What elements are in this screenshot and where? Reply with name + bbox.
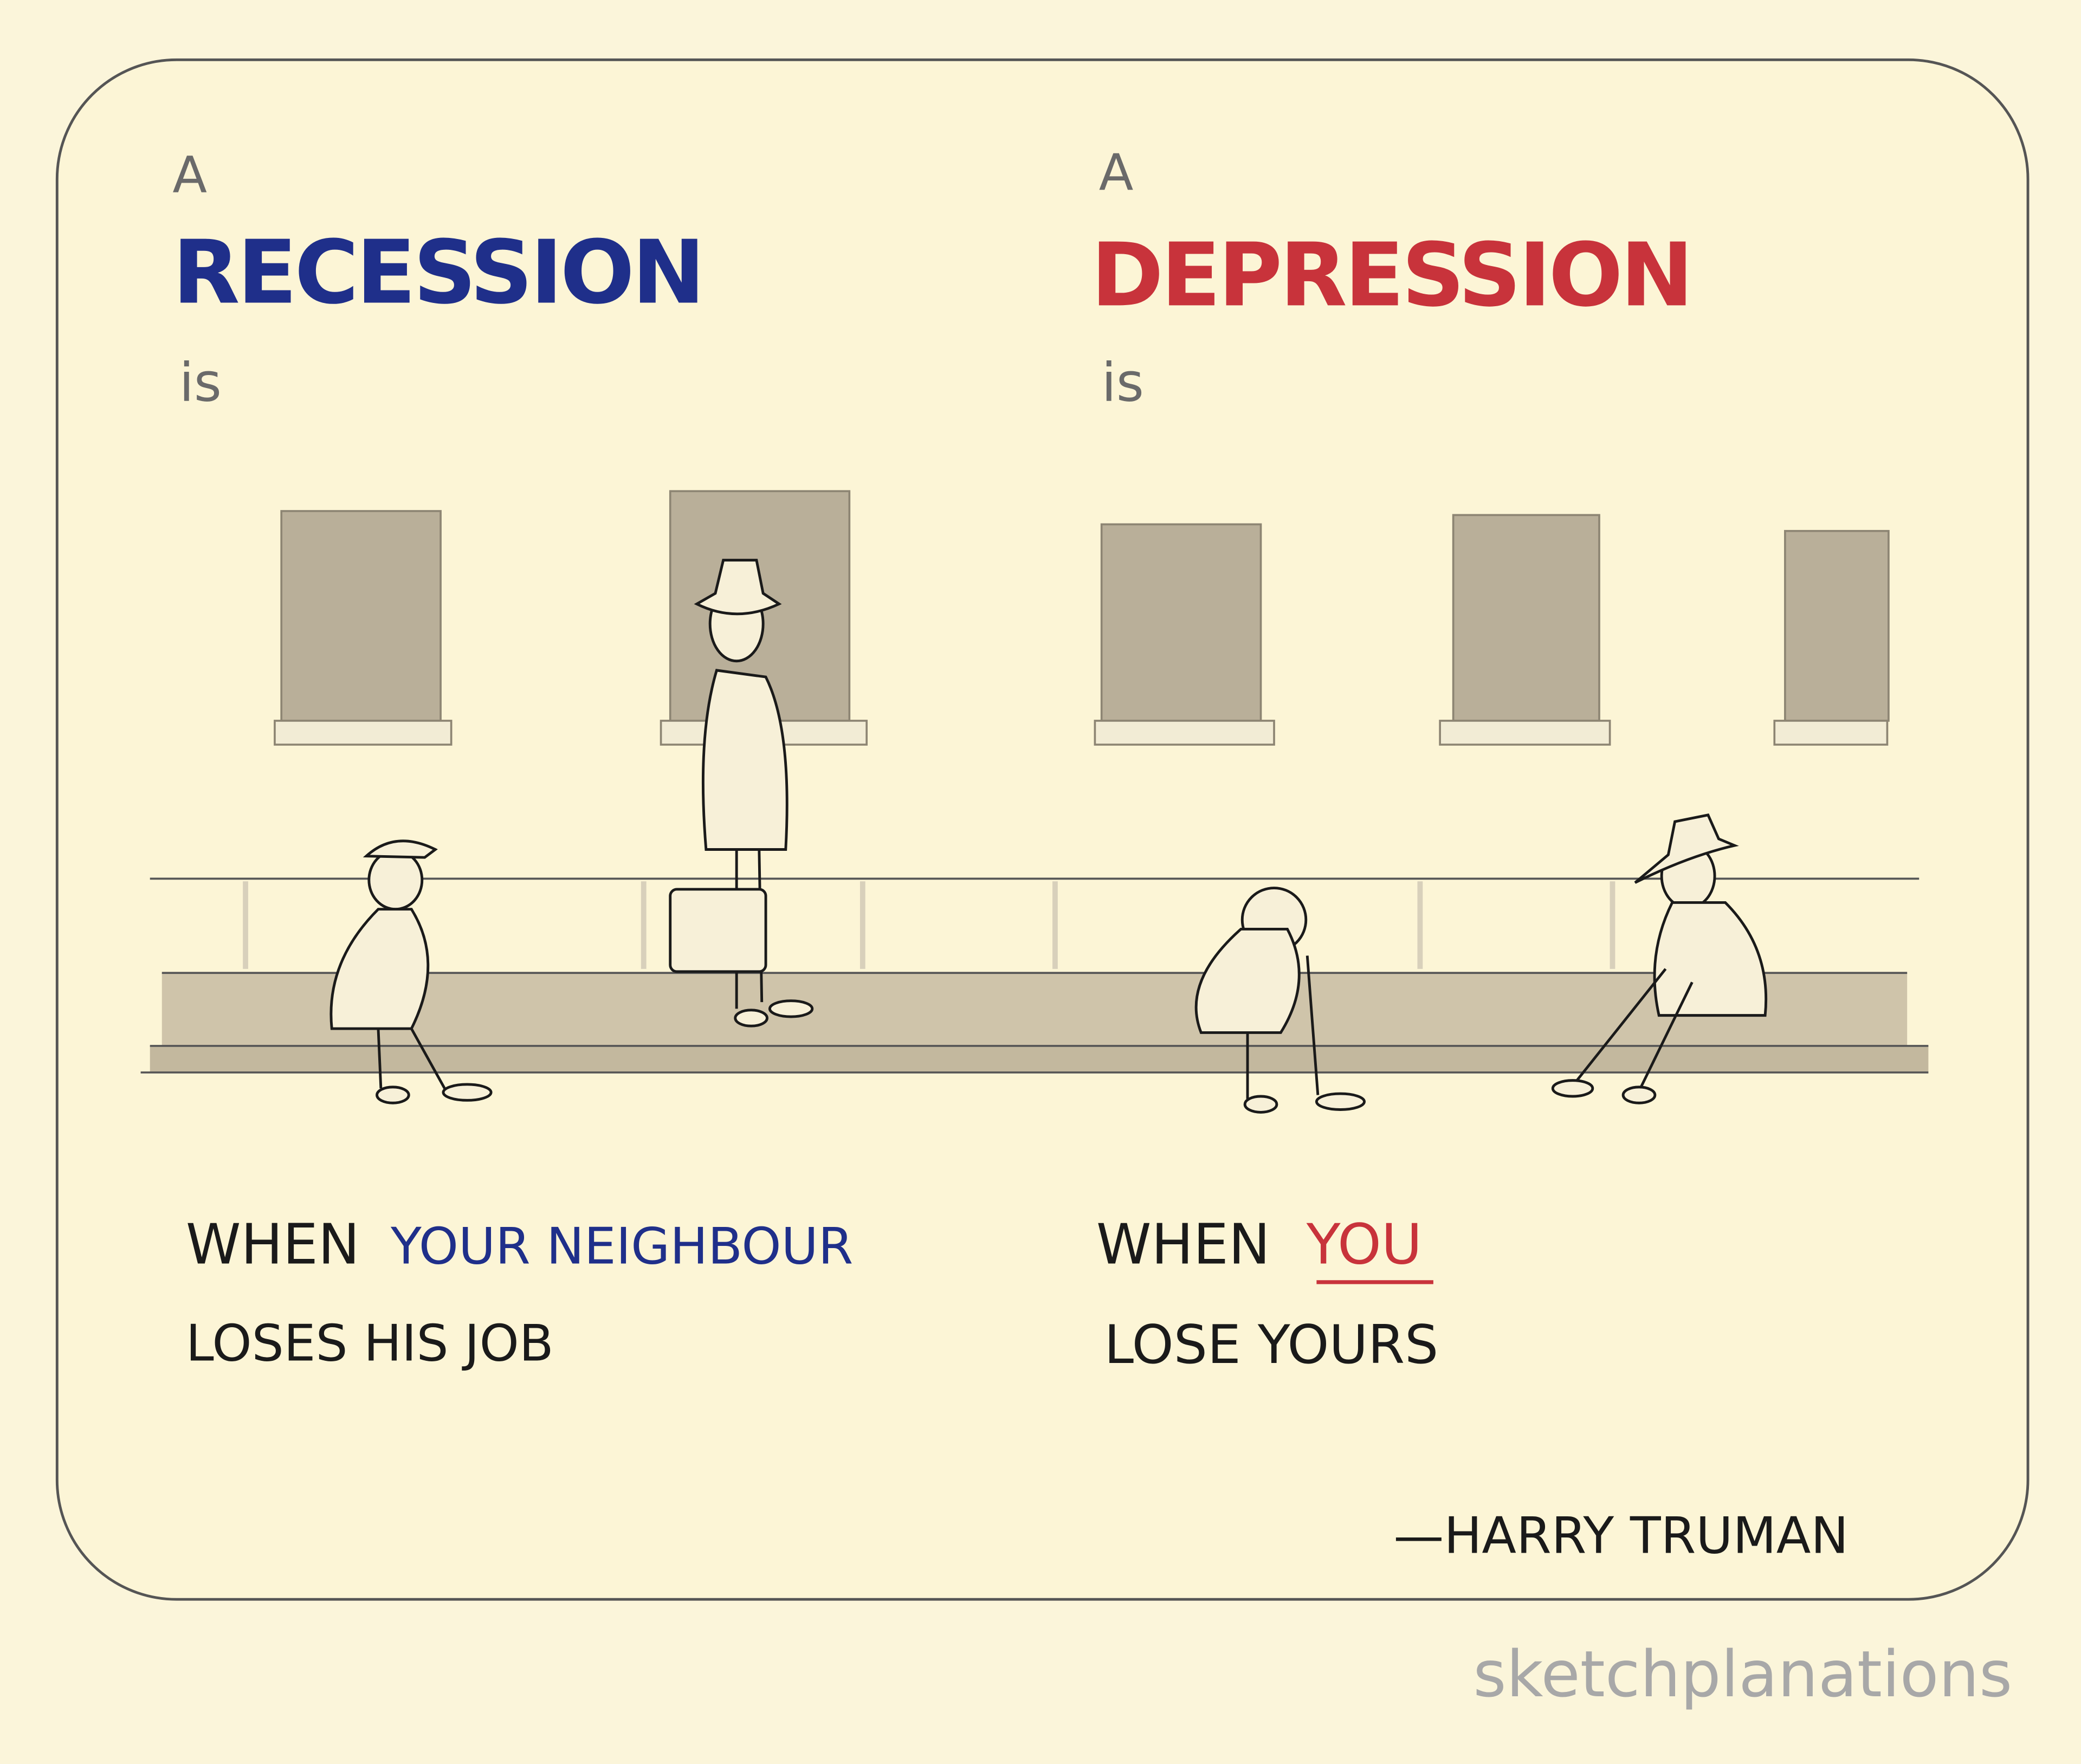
left-verb: is [179,352,222,414]
you: YOU [1306,1213,1422,1277]
standing-man-figure [669,559,814,1028]
attribution: —HARRY TRUMAN [1393,1506,1849,1565]
right-quote-line1: WHEN YOU [1096,1213,1422,1277]
right-verb: is [1102,352,1144,414]
pavement [140,877,1929,1074]
left-when: WHEN [186,1213,360,1277]
right-article: A [1099,143,1134,202]
left-article: A [172,146,207,204]
right-when: WHEN [1096,1213,1270,1277]
left-quote-line1: WHEN YOUR NEIGHBOUR [186,1213,854,1277]
head-in-hands-figure [1194,887,1366,1114]
right-quote-line2: LOSE YOURS [1104,1314,1439,1376]
depression-title: DEPRESSION [1091,224,1691,326]
brand-logo: sketchplanations [1473,1637,2012,1711]
sitting-neighbour-figure [329,839,493,1104]
frame [55,58,2030,1601]
recession-title: RECESSION [172,222,702,324]
your-neighbour: YOUR NEIGHBOUR [390,1217,853,1276]
left-quote-line2: LOSES HIS JOB [186,1314,554,1372]
slumped-man-figure [1551,813,1768,1104]
